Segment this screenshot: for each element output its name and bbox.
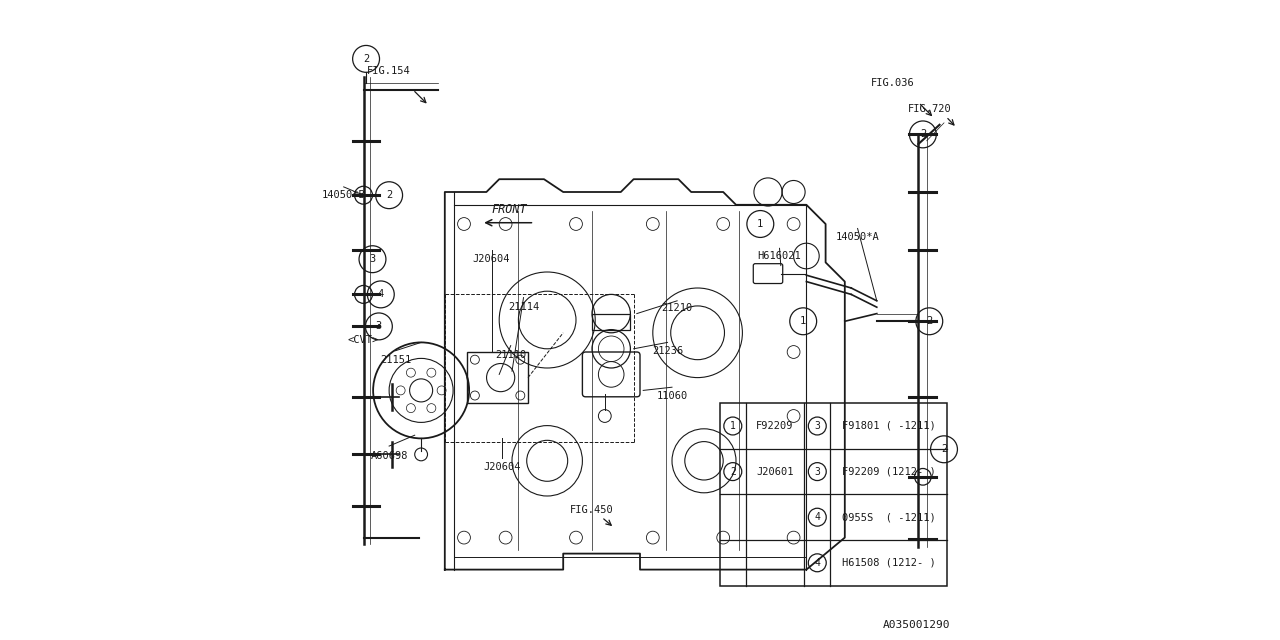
Text: A035001290: A035001290 bbox=[883, 620, 950, 630]
Bar bbox=[719, 403, 947, 586]
Text: 11060: 11060 bbox=[657, 390, 687, 401]
Text: A60698: A60698 bbox=[370, 451, 408, 461]
Text: 4: 4 bbox=[814, 558, 820, 568]
Text: H616021: H616021 bbox=[758, 251, 801, 261]
Text: 2: 2 bbox=[941, 444, 947, 454]
Text: 3: 3 bbox=[814, 421, 820, 431]
Text: 3: 3 bbox=[376, 321, 381, 332]
Text: 3: 3 bbox=[370, 254, 375, 264]
Text: 4: 4 bbox=[378, 289, 384, 300]
Text: J20604: J20604 bbox=[484, 462, 521, 472]
Text: 2: 2 bbox=[920, 129, 925, 140]
Text: 14050*A: 14050*A bbox=[836, 232, 879, 242]
Text: F91801 ( -1211): F91801 ( -1211) bbox=[842, 421, 936, 431]
Text: 1: 1 bbox=[730, 421, 736, 431]
Text: FIG.154: FIG.154 bbox=[367, 65, 411, 76]
Text: 14050*B: 14050*B bbox=[321, 190, 366, 200]
Bar bbox=[467, 352, 529, 403]
Text: 2: 2 bbox=[927, 316, 932, 326]
Text: 1: 1 bbox=[800, 316, 806, 326]
Text: J20601: J20601 bbox=[756, 467, 794, 477]
Text: 21236: 21236 bbox=[652, 346, 684, 356]
Text: <CVT>: <CVT> bbox=[348, 335, 379, 346]
Text: 21151: 21151 bbox=[380, 355, 411, 365]
Text: 2: 2 bbox=[364, 54, 369, 64]
Text: 4: 4 bbox=[814, 512, 820, 522]
Text: FIG.036: FIG.036 bbox=[870, 77, 915, 88]
Text: 21110: 21110 bbox=[495, 350, 526, 360]
Text: FRONT: FRONT bbox=[492, 203, 526, 216]
Text: F92209: F92209 bbox=[756, 421, 794, 431]
Text: F92209 (1212- ): F92209 (1212- ) bbox=[842, 467, 936, 477]
Text: FIG.720: FIG.720 bbox=[908, 104, 951, 114]
Text: J20604: J20604 bbox=[472, 254, 511, 264]
Text: FIG.450: FIG.450 bbox=[570, 504, 614, 515]
Text: 21210: 21210 bbox=[662, 303, 692, 314]
Text: 0955S  ( -1211): 0955S ( -1211) bbox=[842, 512, 936, 522]
Text: 21114: 21114 bbox=[508, 302, 539, 312]
Text: 3: 3 bbox=[814, 467, 820, 477]
Text: 1: 1 bbox=[758, 219, 763, 229]
Text: 2: 2 bbox=[730, 467, 736, 477]
Text: H61508 (1212- ): H61508 (1212- ) bbox=[842, 558, 936, 568]
Text: 2: 2 bbox=[387, 190, 392, 200]
